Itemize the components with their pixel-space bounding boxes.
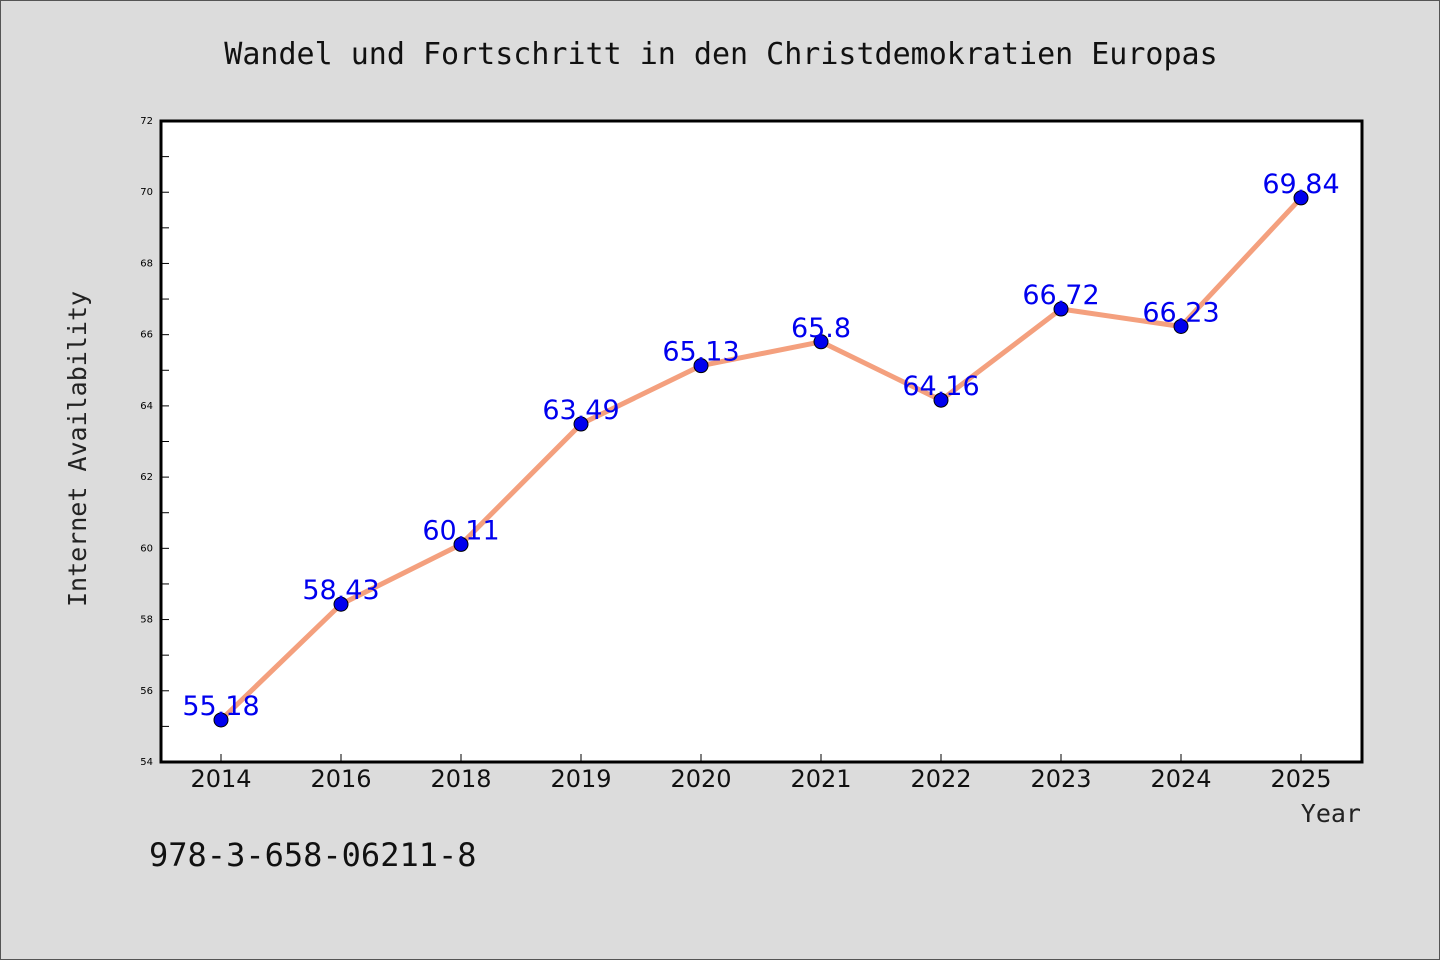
plot-area: [159, 119, 1364, 764]
x-tick-label: 2021: [790, 765, 851, 793]
data-point: [1173, 318, 1189, 334]
data-label: 66.23: [1142, 297, 1219, 328]
y-tick-label: 66: [140, 330, 153, 341]
x-axis-label: Year: [1301, 799, 1361, 828]
data-point: [1293, 190, 1309, 206]
y-tick-label: 72: [140, 116, 153, 127]
chart-title: Wandel und Fortschritt in den Christdemo…: [224, 37, 1217, 72]
y-axis: 54 56 58 60 62 64 66 68 70 72: [140, 116, 169, 768]
data-point: [213, 712, 229, 728]
x-tick-label: 2025: [1270, 765, 1331, 793]
data-label: 60.11: [422, 515, 499, 546]
isbn-annotation: 978-3-658-06211-8: [149, 836, 477, 874]
x-tick-label: 2024: [1150, 765, 1211, 793]
data-point: [693, 358, 709, 374]
data-point: [933, 392, 949, 408]
x-tick-label: 2016: [310, 765, 371, 793]
data-label: 69.84: [1262, 169, 1339, 200]
data-label: 58.43: [302, 575, 379, 606]
series-line: [218, 195, 1304, 723]
data-label: 64.16: [902, 371, 979, 402]
x-tick-label: 2018: [430, 765, 491, 793]
x-tick-label: 2014: [190, 765, 251, 793]
y-tick-label: 54: [140, 757, 153, 768]
data-point: [573, 416, 589, 432]
y-tick-label: 64: [140, 401, 153, 412]
x-axis: 2014 2016 2018 2019 2020 2021 2022 2023 2024 2025: [190, 754, 1332, 793]
data-label: 66.72: [1022, 280, 1099, 311]
data-point: [453, 536, 469, 552]
x-tick-label: 2023: [1030, 765, 1091, 793]
data-label: 65.8: [791, 313, 851, 344]
y-axis-label: Internet Availability: [63, 291, 92, 607]
x-tick-label: 2020: [670, 765, 731, 793]
data-label: 55.18: [182, 691, 259, 722]
data-label: 63.49: [542, 395, 619, 426]
y-tick-label: 58: [140, 615, 153, 626]
y-tick-label: 60: [140, 543, 153, 554]
data-point: [1053, 301, 1069, 317]
series-layer: 55.18 58.43 60.11 63.49 65.13 65.8 64.16 66.72 6…: [182, 169, 1340, 728]
data-point: [333, 596, 349, 612]
y-tick-label: 70: [140, 187, 153, 198]
x-tick-label: 2022: [910, 765, 971, 793]
y-tick-label: 56: [140, 686, 153, 697]
x-tick-label: 2019: [550, 765, 611, 793]
data-point: [813, 334, 829, 350]
y-tick-label: 62: [140, 472, 153, 483]
y-tick-label: 68: [140, 258, 153, 269]
data-label: 65.13: [662, 337, 739, 368]
